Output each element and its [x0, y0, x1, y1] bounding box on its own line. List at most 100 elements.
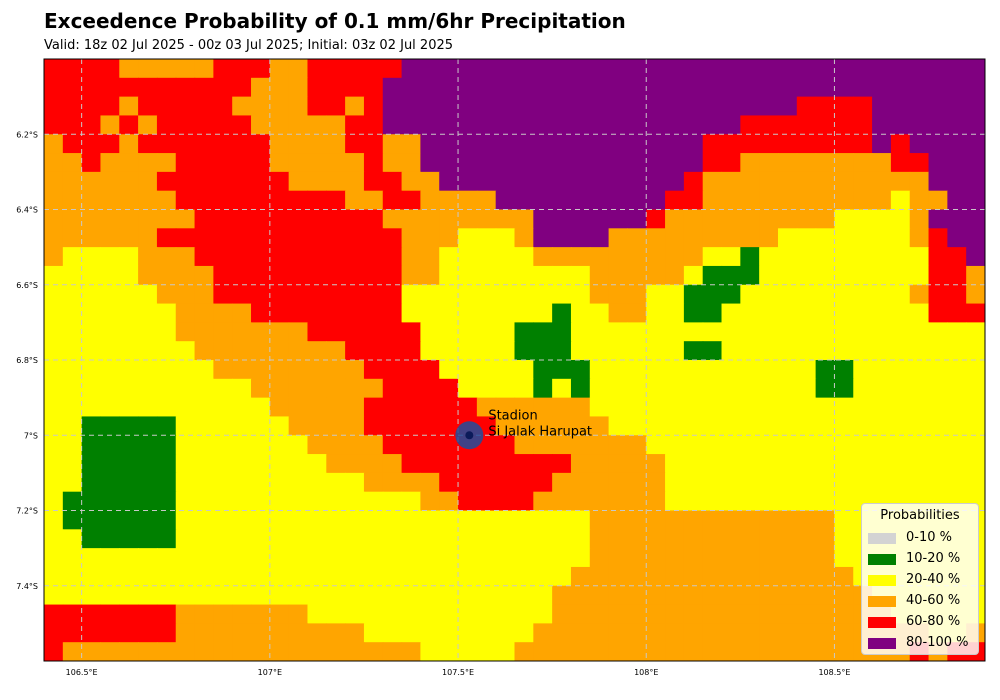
heatmap-cell [326, 529, 346, 549]
heatmap-cell [740, 265, 760, 286]
heatmap-cell [853, 265, 873, 286]
heatmap-cell [514, 510, 534, 530]
heatmap-cell [326, 623, 346, 643]
heatmap-cell [382, 190, 403, 211]
heatmap-cell [420, 247, 440, 267]
heatmap-cell [608, 472, 629, 493]
heatmap-cell [495, 209, 516, 229]
heatmap-cell [721, 284, 741, 305]
heatmap-cell [646, 566, 666, 587]
heatmap-cell [646, 265, 666, 286]
heatmap-cell [251, 341, 271, 361]
heatmap-cell [476, 77, 497, 98]
heatmap-cell [683, 247, 704, 267]
heatmap-cell [570, 247, 591, 267]
heatmap-cell [62, 209, 83, 229]
heatmap-cell [382, 642, 403, 661]
heatmap-cell [420, 134, 440, 154]
heatmap-cell [815, 454, 836, 474]
heatmap-cell [458, 322, 478, 342]
heatmap-cell [62, 378, 83, 399]
heatmap-cell [608, 77, 629, 98]
heatmap-cell [665, 171, 685, 192]
heatmap-cell [119, 171, 139, 192]
heatmap-cell [665, 209, 685, 229]
heatmap-cell [476, 190, 497, 211]
heatmap-cell [138, 454, 158, 474]
heatmap-cell [796, 247, 817, 267]
heatmap-cell [815, 265, 836, 286]
heatmap-cell [928, 284, 948, 305]
heatmap-cell [853, 397, 873, 418]
heatmap-cell [213, 284, 233, 305]
heatmap-cell [909, 134, 930, 154]
heatmap-cell [759, 265, 779, 286]
heatmap-cell [382, 134, 403, 154]
heatmap-cell [81, 623, 102, 643]
heatmap-cell [702, 566, 723, 587]
heatmap-cell [890, 284, 911, 305]
heatmap-cell [796, 341, 817, 361]
heatmap-cell [44, 397, 64, 418]
heatmap-cell [665, 96, 685, 117]
heatmap-cell [740, 115, 760, 135]
heatmap-cell [420, 548, 440, 568]
heatmap-cell [44, 604, 64, 624]
heatmap-cell [44, 59, 64, 79]
heatmap-cell [62, 228, 83, 248]
heatmap-cell [627, 153, 647, 173]
heatmap-cell [81, 153, 102, 173]
heatmap-cell [909, 435, 930, 455]
heatmap-cell [608, 604, 629, 624]
heatmap-cell [890, 228, 911, 248]
heatmap-cell [552, 265, 572, 286]
heatmap-cell [702, 77, 723, 98]
heatmap-cell [683, 360, 704, 380]
heatmap-cell [947, 322, 967, 342]
heatmap-cell [62, 529, 83, 549]
heatmap-cell [759, 209, 779, 229]
heatmap-cell [909, 397, 930, 418]
heatmap-cell [156, 378, 177, 399]
heatmap-cell [589, 190, 610, 211]
heatmap-cell [138, 529, 158, 549]
heatmap-cell [269, 209, 290, 229]
heatmap-cell [458, 604, 478, 624]
heatmap-cell [872, 134, 892, 154]
heatmap-cell [119, 510, 139, 530]
heatmap-cell [721, 134, 741, 154]
heatmap-cell [853, 96, 873, 117]
heatmap-cell [721, 77, 741, 98]
heatmap-cell [345, 529, 365, 549]
heatmap-cell [928, 134, 948, 154]
heatmap-cell [44, 472, 64, 493]
heatmap-cell [138, 209, 158, 229]
heatmap-cell [683, 171, 704, 192]
heatmap-cell [834, 171, 854, 192]
heatmap-cell [721, 397, 741, 418]
heatmap-cell [834, 472, 854, 493]
heatmap-cell [589, 378, 610, 399]
heatmap-cell [909, 360, 930, 380]
heatmap-cell [740, 548, 760, 568]
heatmap-cell [759, 77, 779, 98]
heatmap-cell [797, 661, 816, 680]
heatmap-cell [307, 190, 327, 211]
heatmap-cell [420, 585, 440, 606]
heatmap-cell [570, 77, 591, 98]
heatmap-cell [909, 171, 930, 192]
heatmap-cell [646, 96, 666, 117]
heatmap-cell [570, 548, 591, 568]
heatmap-cell [62, 77, 83, 98]
station-marker: Stadion Si Jalak Harupat [455, 408, 592, 450]
heatmap-cell [872, 59, 892, 79]
heatmap-cell [909, 472, 930, 493]
heatmap-cell [796, 378, 817, 399]
heatmap-cell [570, 171, 591, 192]
heatmap-cell [288, 397, 309, 418]
heatmap-cell [402, 661, 421, 680]
heatmap-cell [777, 623, 798, 643]
heatmap-cell [138, 642, 158, 661]
heatmap-cell [119, 341, 139, 361]
heatmap-cell [721, 529, 741, 549]
